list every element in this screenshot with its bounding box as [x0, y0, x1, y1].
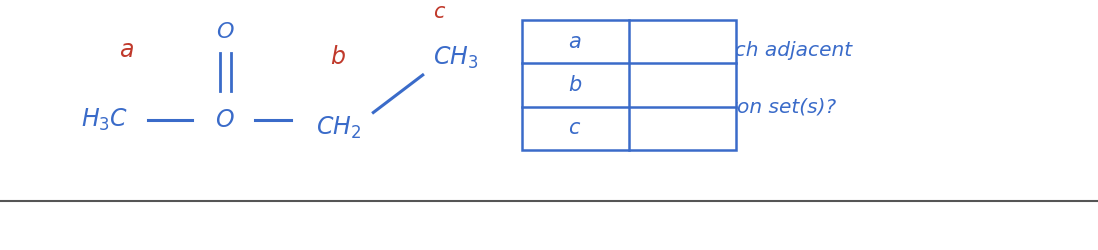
Text: $b$: $b$ [568, 75, 582, 95]
Text: $b$: $b$ [330, 46, 346, 70]
Text: $CH_3$: $CH_3$ [433, 44, 479, 70]
Text: noneq. proton set(s)?: noneq. proton set(s)? [620, 98, 837, 117]
Bar [522, 20, 736, 150]
Text: $CH_2$: $CH_2$ [315, 114, 361, 140]
Text: $c$: $c$ [569, 118, 582, 138]
Text: split by which adjacent: split by which adjacent [620, 40, 852, 60]
Text: $O$: $O$ [215, 108, 235, 132]
Text: $H_3C$: $H_3C$ [80, 107, 128, 133]
Text: $c$: $c$ [433, 2, 446, 22]
Text: $a$: $a$ [119, 38, 134, 62]
Text: $a$: $a$ [569, 32, 582, 52]
Text: $O$: $O$ [216, 22, 234, 42]
